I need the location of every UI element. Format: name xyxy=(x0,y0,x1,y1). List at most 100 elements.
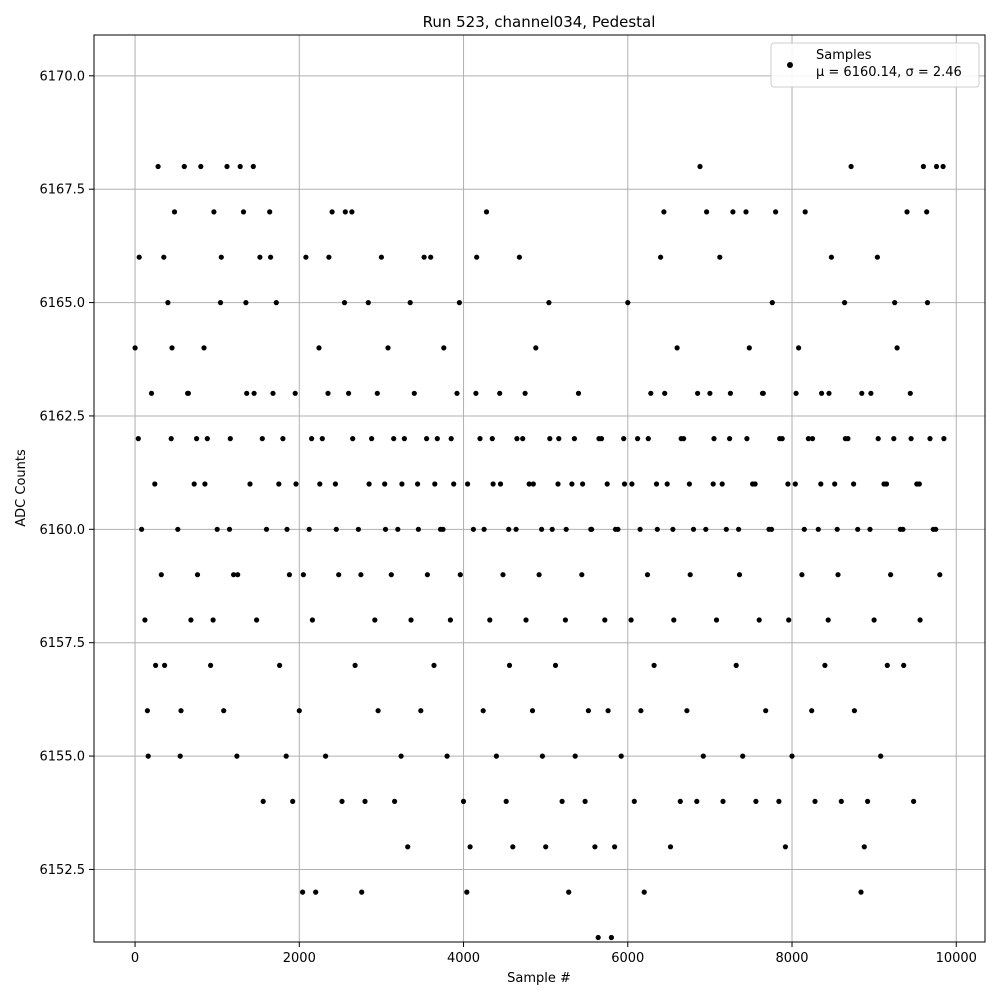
data-point xyxy=(815,526,821,532)
data-point xyxy=(319,436,325,442)
legend: Samples μ = 6160.14, σ = 2.46 xyxy=(770,42,980,88)
data-point xyxy=(323,753,329,759)
data-point xyxy=(500,572,506,578)
data-point xyxy=(641,889,647,895)
data-point xyxy=(707,390,713,396)
data-point xyxy=(217,300,224,306)
data-point xyxy=(142,617,148,623)
data-point xyxy=(372,617,378,623)
data-point xyxy=(247,481,253,487)
data-point xyxy=(139,526,145,532)
data-point xyxy=(148,390,155,396)
data-point xyxy=(883,481,890,487)
data-point xyxy=(858,889,864,895)
data-point xyxy=(204,436,210,442)
data-point xyxy=(306,526,312,532)
data-point xyxy=(763,708,769,714)
data-point xyxy=(198,163,204,170)
data-point xyxy=(333,526,339,532)
data-point xyxy=(752,481,758,487)
data-point xyxy=(168,436,174,442)
data-point xyxy=(408,617,414,623)
data-point xyxy=(374,390,380,396)
data-point xyxy=(789,753,795,759)
data-point xyxy=(631,798,637,805)
data-point xyxy=(506,662,513,669)
data-point xyxy=(325,390,331,396)
data-point xyxy=(316,345,322,351)
data-point xyxy=(267,209,273,215)
data-point xyxy=(713,617,720,623)
data-point xyxy=(664,481,670,487)
data-point xyxy=(933,526,939,532)
data-point xyxy=(292,390,298,396)
data-point xyxy=(907,390,913,396)
data-point xyxy=(562,617,569,623)
data-point xyxy=(428,254,434,260)
data-point xyxy=(350,436,356,442)
data-point xyxy=(802,209,808,215)
data-point xyxy=(690,526,697,532)
data-point xyxy=(457,572,463,578)
data-point xyxy=(569,481,575,487)
data-point xyxy=(375,708,381,714)
data-point xyxy=(332,481,338,487)
data-point xyxy=(825,617,831,623)
data-point xyxy=(924,300,931,306)
y-axis-ticks: 6152.5 6155.0 6157.5 6160.0 6162.5 6165.0 6167… xyxy=(40,69,94,878)
data-point xyxy=(224,163,230,170)
data-point xyxy=(865,798,871,805)
data-point xyxy=(736,572,743,578)
data-point xyxy=(503,798,509,805)
data-point xyxy=(604,481,610,487)
data-point xyxy=(760,390,766,396)
data-point xyxy=(894,345,900,351)
data-point xyxy=(451,481,457,487)
data-point xyxy=(658,254,664,260)
data-point xyxy=(309,436,315,442)
data-point xyxy=(533,345,539,351)
data-point xyxy=(388,572,394,578)
data-point xyxy=(418,708,424,714)
data-point xyxy=(497,390,503,396)
data-point xyxy=(861,844,867,850)
data-point xyxy=(848,163,854,170)
data-point xyxy=(506,526,512,532)
data-point xyxy=(522,390,528,396)
y-tick-label: 6157.5 xyxy=(40,636,86,651)
data-point xyxy=(358,572,364,578)
data-point xyxy=(480,708,486,714)
data-point xyxy=(399,481,405,487)
data-point xyxy=(341,300,348,306)
data-point xyxy=(588,526,594,532)
data-point xyxy=(470,526,476,532)
x-tick-label: 8000 xyxy=(775,951,808,966)
data-point xyxy=(516,254,523,260)
data-point xyxy=(464,889,470,895)
data-point xyxy=(339,798,345,805)
y-tick-label: 6152.5 xyxy=(40,863,86,878)
data-point xyxy=(218,254,224,260)
data-point xyxy=(296,708,302,714)
x-tick-label: 10000 xyxy=(936,951,977,966)
data-point xyxy=(539,526,545,532)
data-point xyxy=(785,481,791,487)
data-point xyxy=(697,163,703,170)
data-point xyxy=(592,844,598,850)
data-point xyxy=(792,481,798,487)
data-point xyxy=(703,526,709,532)
data-point xyxy=(237,163,243,170)
data-point xyxy=(572,753,578,759)
data-point xyxy=(704,209,710,215)
data-point xyxy=(891,436,897,442)
data-point xyxy=(684,708,690,714)
data-point xyxy=(612,526,619,532)
data-point xyxy=(401,436,407,442)
data-point xyxy=(822,662,828,669)
data-point xyxy=(874,254,881,260)
data-point xyxy=(769,300,775,306)
data-point xyxy=(385,345,391,351)
data-point xyxy=(424,436,430,442)
data-point xyxy=(648,390,654,396)
data-point xyxy=(411,390,417,396)
